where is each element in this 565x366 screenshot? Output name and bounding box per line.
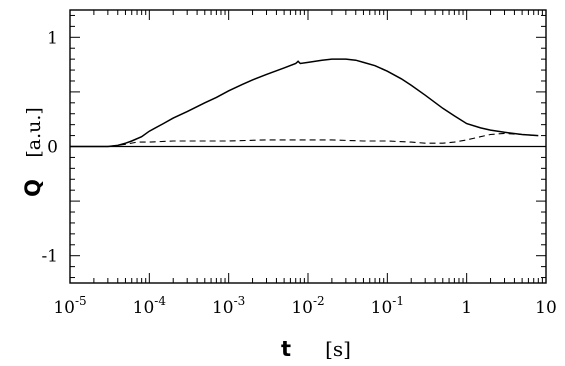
tick-marks xyxy=(69,10,546,283)
y-tick-labels: 1 0 -1 xyxy=(41,28,58,266)
x-tick-label: 10-1 xyxy=(371,294,404,318)
x-tick-label: 10 xyxy=(535,298,557,318)
y-axis-title: Q [a.u.] xyxy=(21,107,45,197)
x-tick-label: 10-5 xyxy=(53,294,86,318)
series-dashed-line xyxy=(70,132,539,148)
y-tick-label: 1 xyxy=(47,28,58,48)
y-axis-label: Q xyxy=(21,179,45,197)
x-tick-labels: 10-5 10-4 10-3 10-2 10-1 1 10 xyxy=(53,294,556,318)
x-axis-unit: [s] xyxy=(325,337,351,361)
y-tick-label: 0 xyxy=(47,138,58,158)
x-tick-label: 10-4 xyxy=(133,294,167,318)
y-tick-label: -1 xyxy=(41,247,58,267)
y-axis-unit: [a.u.] xyxy=(23,107,45,157)
x-axis-label: t xyxy=(281,337,291,361)
series-solid-line xyxy=(70,58,539,148)
x-tick-label: 10-2 xyxy=(291,294,324,318)
x-tick-label: 1 xyxy=(461,298,472,318)
x-tick-label: 10-3 xyxy=(212,294,245,318)
